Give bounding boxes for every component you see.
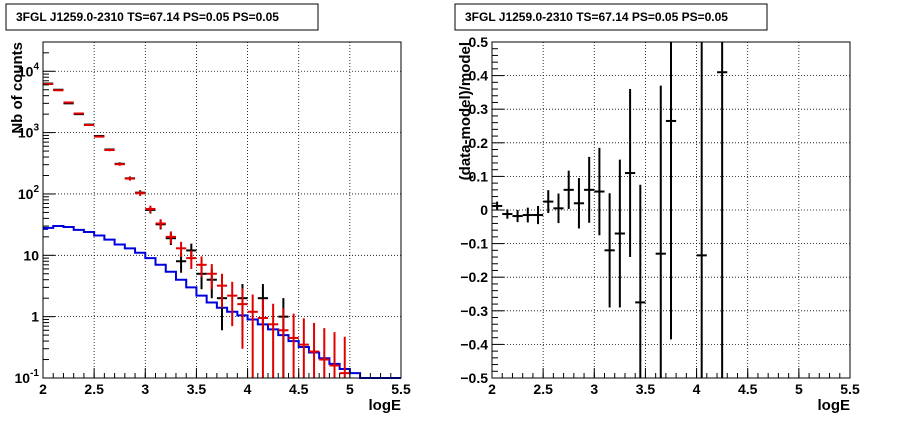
right-y-tick-label: 0.3 bbox=[469, 101, 489, 117]
right-y-tick-label: 0.2 bbox=[469, 135, 489, 151]
right-y-tick-label: −0.1 bbox=[460, 236, 488, 252]
residual-panel: 3FGL J1259.0-2310 TS=67.14 PS=0.05 PS=0.… bbox=[454, 3, 860, 414]
right-y-tick-label: −0.3 bbox=[460, 303, 488, 319]
left-source-model-line bbox=[42, 225, 401, 379]
right-y-tick-label: −0.2 bbox=[460, 269, 488, 285]
right-x-tick-label: 3.5 bbox=[636, 381, 656, 397]
right-x-tick-label: 4 bbox=[693, 381, 701, 397]
right-x-tick-label: 4.5 bbox=[738, 381, 758, 397]
left-y-tick-label: 104 bbox=[18, 61, 40, 79]
right-ticks: 2 2.5 3 3.5 4 4.5 5 5.5 −0.5 −0.4 −0.3 −0.2 −0.1 0 0.1… bbox=[460, 34, 860, 397]
right-y-tick-label: −0.5 bbox=[460, 370, 488, 386]
counts-panel: 3FGL J1259.0-2310 TS=67.14 PS=0.05 PS=0.… bbox=[5, 3, 411, 414]
right-y-tick-label: 0 bbox=[480, 202, 488, 218]
right-x-tick-label: 3 bbox=[590, 381, 598, 397]
right-x-tick-label: 2.5 bbox=[533, 381, 553, 397]
left-x-tick-label: 4 bbox=[244, 381, 252, 397]
right-y-tick-label: 0.5 bbox=[469, 34, 489, 50]
left-x-tick-label: 3.5 bbox=[187, 381, 207, 397]
left-plot-frame bbox=[42, 41, 402, 379]
left-chart-title: 3FGL J1259.0-2310 TS=67.14 PS=0.05 PS=0.… bbox=[16, 10, 279, 24]
right-series bbox=[492, 42, 728, 378]
right-y-tick-label: 0.1 bbox=[469, 168, 489, 184]
left-x-tick-label: 4.5 bbox=[289, 381, 309, 397]
left-series bbox=[42, 82, 401, 379]
left-y-tick-label: 1 bbox=[31, 309, 39, 325]
left-ticks: 2 2.5 3 3.5 4 4.5 5 5.5 10-1 1 10 102 103 104 bbox=[15, 41, 411, 397]
right-y-axis-label: (data-model)/model bbox=[457, 42, 474, 180]
right-x-tick-label: 5.5 bbox=[840, 381, 860, 397]
left-y-tick-label: 10-1 bbox=[15, 368, 40, 386]
left-x-tick-label: 3 bbox=[141, 381, 149, 397]
left-y-tick-label: 103 bbox=[18, 123, 40, 141]
left-title-box bbox=[5, 3, 319, 31]
left-x-tick-label: 2.5 bbox=[84, 381, 104, 397]
left-x-axis-label: logE bbox=[369, 397, 402, 414]
right-y-tick-label: −0.4 bbox=[460, 336, 488, 352]
right-title-box bbox=[454, 3, 768, 31]
right-x-tick-label: 2 bbox=[488, 381, 496, 397]
left-x-tick-label: 2 bbox=[39, 381, 47, 397]
right-chart-title: 3FGL J1259.0-2310 TS=67.14 PS=0.05 PS=0.… bbox=[465, 10, 728, 24]
right-grid bbox=[492, 42, 850, 378]
left-x-tick-label: 5.5 bbox=[391, 381, 411, 397]
left-x-tick-label: 5 bbox=[346, 381, 354, 397]
right-y-tick-label: 0.4 bbox=[469, 68, 489, 84]
left-y-axis-label: Nb of counts bbox=[9, 42, 26, 134]
right-x-tick-label: 5 bbox=[795, 381, 803, 397]
right-x-axis-label: logE bbox=[818, 397, 851, 414]
left-y-tick-label: 102 bbox=[18, 184, 40, 202]
left-y-tick-label: 10 bbox=[23, 247, 39, 263]
